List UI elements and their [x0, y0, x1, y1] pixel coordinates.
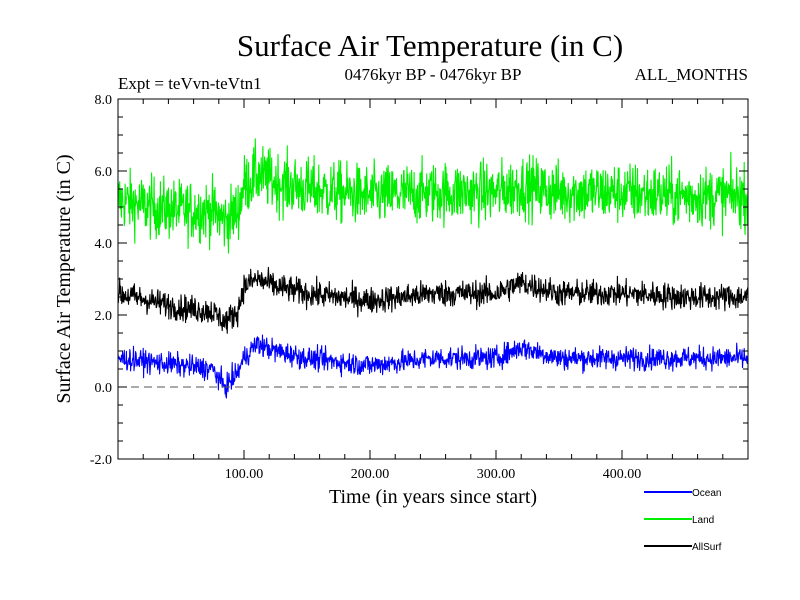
y-tick-label: -2.0 — [90, 453, 112, 468]
x-tick-label: 300.00 — [477, 467, 516, 482]
x-tick-label: 400.00 — [603, 467, 642, 482]
months-label: ALL_MONTHS — [635, 65, 748, 84]
legend-label-ocean: Ocean — [692, 488, 721, 499]
series-line-ocean — [117, 334, 749, 399]
y-tick-label: 8.0 — [95, 93, 113, 108]
x-tick-label: 100.00 — [225, 467, 264, 482]
y-axis-label: Surface Air Temperature (in C) — [53, 154, 75, 403]
plot-frame — [117, 98, 749, 460]
y-tick-label: 2.0 — [95, 309, 113, 324]
x-axis-label: Time (in years since start) — [329, 486, 537, 508]
series-line-allsurf — [117, 266, 749, 334]
y-tick-label: 0.0 — [95, 381, 113, 396]
series-line-land — [117, 138, 749, 254]
x-tick-label: 200.00 — [351, 467, 390, 482]
legend: Ocean Land AllSurf — [644, 488, 722, 553]
experiment-label: Expt = teVvn-teVtn1 — [118, 74, 262, 93]
chart-title: Surface Air Temperature (in C) — [237, 28, 623, 63]
series-layer — [117, 138, 749, 399]
y-tick-label: 4.0 — [95, 237, 113, 252]
legend-label-allsurf: AllSurf — [692, 542, 722, 553]
legend-label-land: Land — [692, 515, 714, 526]
ticks-layer: 100.00 200.00 300.00 400.00 -2.0 0.0 2.0 4.0 6.0… — [90, 93, 748, 482]
period-label: 0476kyr BP - 0476kyr BP — [345, 65, 522, 84]
y-tick-label: 6.0 — [95, 165, 113, 180]
